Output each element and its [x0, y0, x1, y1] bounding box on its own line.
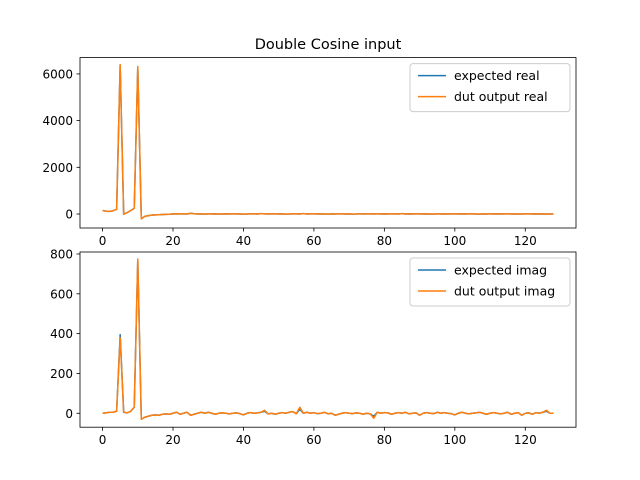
legend-label: dut output imag: [454, 284, 555, 299]
legend-label: expected imag: [454, 263, 547, 278]
x-tick-label: 100: [443, 234, 466, 248]
series-line-dut: [102, 258, 554, 420]
series-line-dut: [102, 63, 554, 220]
x-tick-label: 60: [306, 433, 321, 447]
x-tick-label: 0: [99, 433, 107, 447]
y-tick-label: 600: [50, 287, 73, 301]
y-tick-label: 6000: [42, 67, 73, 81]
y-tick-label: 0: [65, 407, 73, 421]
x-tick-label: 20: [165, 234, 180, 248]
x-tick-label: 0: [99, 234, 107, 248]
top-subplot: 0 20 40 60 80 100 120 0 2000 4000 6000 expected rea…: [42, 57, 577, 248]
axes-frame: [79, 57, 577, 229]
chart-title: Double Cosine input: [255, 37, 402, 53]
legend-box: [409, 63, 571, 113]
x-tick-label: 120: [514, 433, 537, 447]
x-tick-label: 80: [377, 234, 392, 248]
x-tick-label: 40: [236, 433, 251, 447]
legend: expected real dut output real: [409, 63, 571, 113]
y-tick-label: 4000: [42, 114, 73, 128]
axes-frame: [79, 251, 577, 428]
x-tick-label: 40: [236, 234, 251, 248]
x-tick-label: 60: [306, 234, 321, 248]
legend: expected imag dut output imag: [409, 257, 571, 307]
bottom-subplot: 0 20 40 60 80 100 120 0 200 400 600 800 expected ima…: [50, 247, 577, 447]
x-tick-label: 80: [377, 433, 392, 447]
legend-box: [409, 257, 571, 307]
x-tick-label: 100: [443, 433, 466, 447]
y-tick-label: 400: [50, 327, 73, 341]
x-tick-label: 120: [514, 234, 537, 248]
y-tick-label: 800: [50, 247, 73, 261]
legend-label: dut output real: [454, 89, 548, 104]
x-tick-label: 20: [165, 433, 180, 447]
y-tick-label: 0: [65, 207, 73, 221]
legend-label: expected real: [454, 68, 540, 83]
y-tick-label: 2000: [42, 161, 73, 175]
y-tick-label: 200: [50, 367, 73, 381]
